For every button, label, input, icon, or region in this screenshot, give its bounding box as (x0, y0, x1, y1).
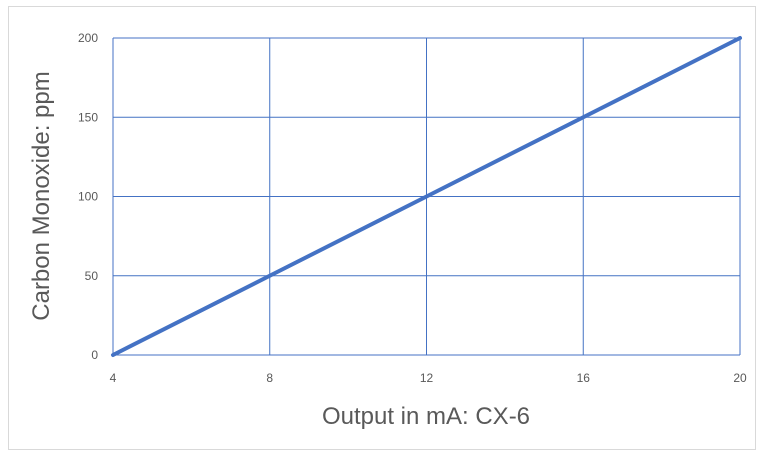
x-axis-title: Output in mA: CX-6 (322, 403, 530, 430)
y-tick-label: 0 (91, 348, 98, 362)
chart-frame (8, 6, 756, 450)
x-tick-label: 12 (420, 371, 434, 385)
y-tick-label: 100 (78, 190, 98, 204)
y-axis-title: Carbon Monoxide: ppm (28, 71, 55, 320)
series-layer (111, 36, 742, 357)
y-tick-label: 200 (78, 31, 98, 45)
series-line (111, 36, 742, 357)
x-tick-labels: 4 8 12 16 20 (110, 371, 747, 385)
x-tick-label: 16 (577, 371, 591, 385)
x-tick-label: 20 (733, 371, 747, 385)
y-tick-label: 150 (78, 110, 98, 124)
grid (112, 37, 741, 356)
y-tick-labels: 0 50 100 150 200 (78, 31, 98, 362)
x-tick-label: 8 (266, 371, 273, 385)
y-tick-label: 50 (85, 269, 99, 283)
x-tick-label: 4 (110, 371, 117, 385)
